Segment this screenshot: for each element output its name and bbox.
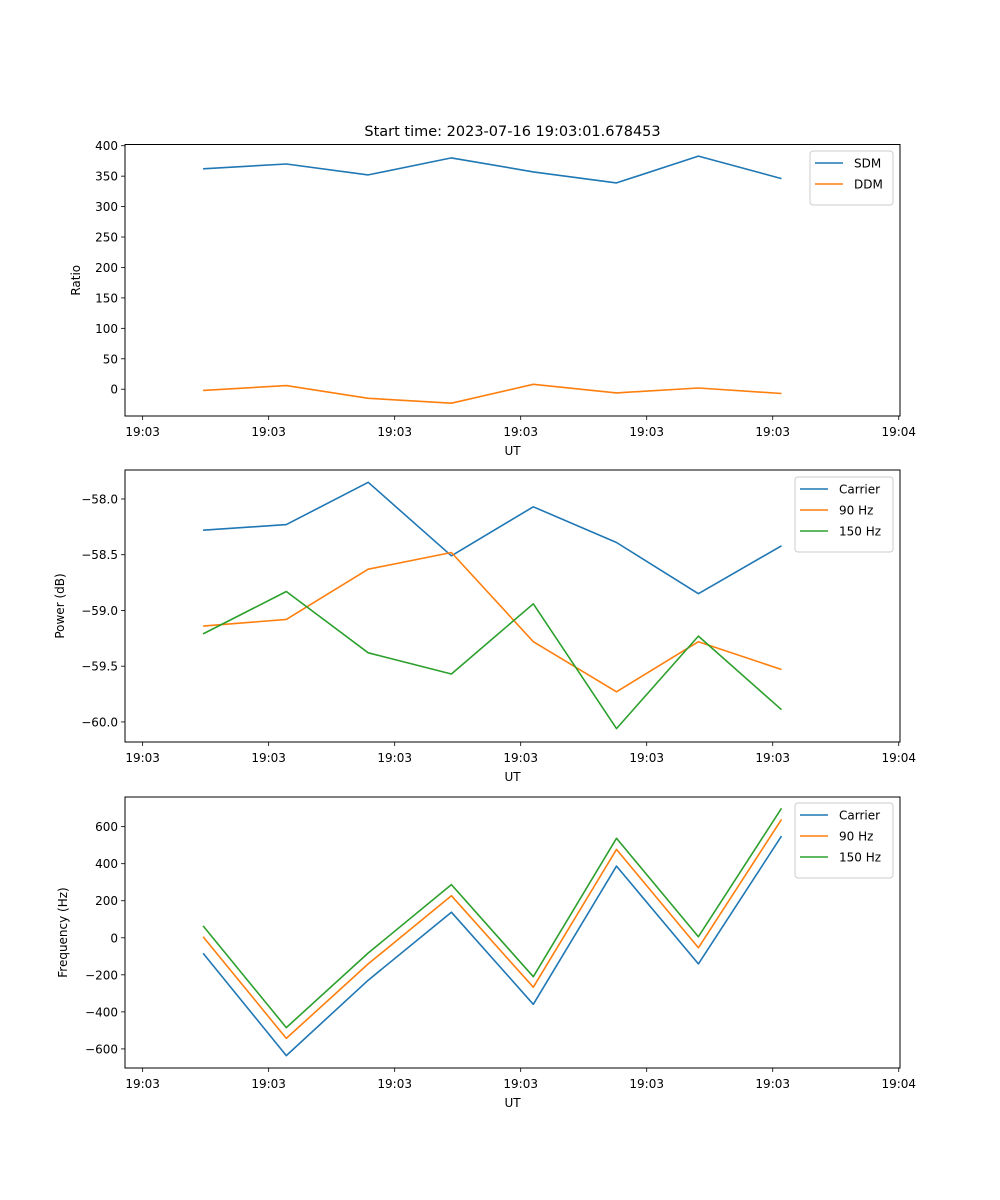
axes-frame	[124, 796, 901, 1069]
x-tick-label: 19:03	[503, 751, 538, 765]
y-tick-label: 100	[95, 322, 118, 336]
x-tick-label: 19:03	[251, 425, 286, 439]
x-tick-label: 19:04	[881, 425, 916, 439]
y-tick-label: 350	[95, 170, 118, 184]
x-tick-label: 19:03	[125, 425, 160, 439]
y-axis-label: Ratio	[69, 265, 83, 296]
axes-frame	[124, 469, 901, 743]
y-tick-label: 300	[95, 200, 118, 214]
series-line-ddm	[203, 383, 782, 405]
x-tick-label: 19:03	[629, 751, 664, 765]
x-tick-label: 19:03	[755, 751, 790, 765]
y-tick-label: 0	[110, 931, 118, 945]
x-tick-label: 19:03	[629, 1077, 664, 1091]
x-tick-label: 19:03	[125, 1077, 160, 1091]
legend-box	[809, 150, 894, 206]
y-axis-label: Power (dB)	[53, 573, 67, 638]
legend-label: 150 Hz	[839, 525, 881, 539]
chart-title: Start time: 2023-07-16 19:03:01.678453	[364, 124, 660, 140]
x-tick-label: 19:03	[503, 1077, 538, 1091]
x-tick-label: 19:03	[377, 751, 412, 765]
y-tick-label: −200	[85, 968, 118, 982]
x-tick-label: 19:03	[755, 425, 790, 439]
series-line-150-hz	[202, 590, 783, 730]
ratio-panel: 19:03 19:03 19:03 19:03 19:03 19:03 19:04 0 50 10…	[69, 139, 916, 458]
y-tick-label: 600	[95, 820, 118, 834]
series-line-90-hz	[202, 818, 783, 1040]
y-tick-label: 150	[95, 291, 118, 305]
power-panel: 19:03 19:03 19:03 19:03 19:03 19:03 19:04 −60.0…	[53, 469, 916, 784]
x-tick-label: 19:03	[503, 425, 538, 439]
y-tick-label: 200	[95, 261, 118, 275]
x-axis-label: UT	[504, 444, 521, 458]
y-tick-label: 0	[110, 383, 118, 397]
x-tick-label: 19:04	[881, 751, 916, 765]
series-line-150-hz	[202, 807, 783, 1029]
y-tick-label: 400	[95, 857, 118, 871]
y-tick-label: −60.0	[81, 715, 118, 729]
y-axis-label: Frequency (Hz)	[56, 887, 70, 978]
legend-label: DDM	[854, 178, 883, 192]
legend-label: Carrier	[839, 483, 880, 497]
legend-label: SDM	[854, 157, 881, 171]
legend: Carrier 90 Hz 150 Hz	[794, 802, 894, 879]
y-tick-label: −58.5	[81, 548, 118, 562]
series-line-90-hz	[203, 551, 782, 693]
x-tick-label: 19:03	[377, 425, 412, 439]
x-tick-label: 19:04	[881, 1077, 916, 1091]
legend-label: 90 Hz	[839, 504, 873, 518]
legend-label: Carrier	[839, 809, 880, 823]
x-tick-label: 19:03	[251, 1077, 286, 1091]
x-tick-label: 19:03	[251, 751, 286, 765]
y-tick-label: −400	[85, 1005, 118, 1019]
axes-frame	[124, 144, 901, 417]
y-tick-label: −59.5	[81, 660, 118, 674]
x-tick-label: 19:03	[125, 751, 160, 765]
y-tick-label: −58.0	[81, 492, 118, 506]
legend-box	[794, 802, 894, 879]
legend-box	[794, 476, 894, 553]
x-tick-label: 19:03	[377, 1077, 412, 1091]
y-tick-label: 50	[103, 352, 118, 366]
y-tick-label: 400	[95, 139, 118, 153]
legend: SDM DDM	[809, 150, 894, 206]
x-axis-label: UT	[504, 770, 521, 784]
y-tick-label: −600	[85, 1042, 118, 1056]
series-line-carrier	[203, 481, 782, 595]
series-line-carrier	[202, 835, 783, 1057]
frequency-panel: 19:03 19:03 19:03 19:03 19:03 19:03 19:04 −600 −…	[56, 796, 916, 1110]
legend: Carrier 90 Hz 150 Hz	[794, 476, 894, 553]
y-tick-label: 250	[95, 231, 118, 245]
x-tick-label: 19:03	[755, 1077, 790, 1091]
legend-label: 150 Hz	[839, 851, 881, 865]
x-axis-label: UT	[504, 1096, 521, 1110]
x-tick-label: 19:03	[629, 425, 664, 439]
y-tick-label: −59.0	[81, 604, 118, 618]
series-line-sdm	[203, 155, 782, 184]
y-tick-label: 200	[95, 894, 118, 908]
legend-label: 90 Hz	[839, 830, 873, 844]
